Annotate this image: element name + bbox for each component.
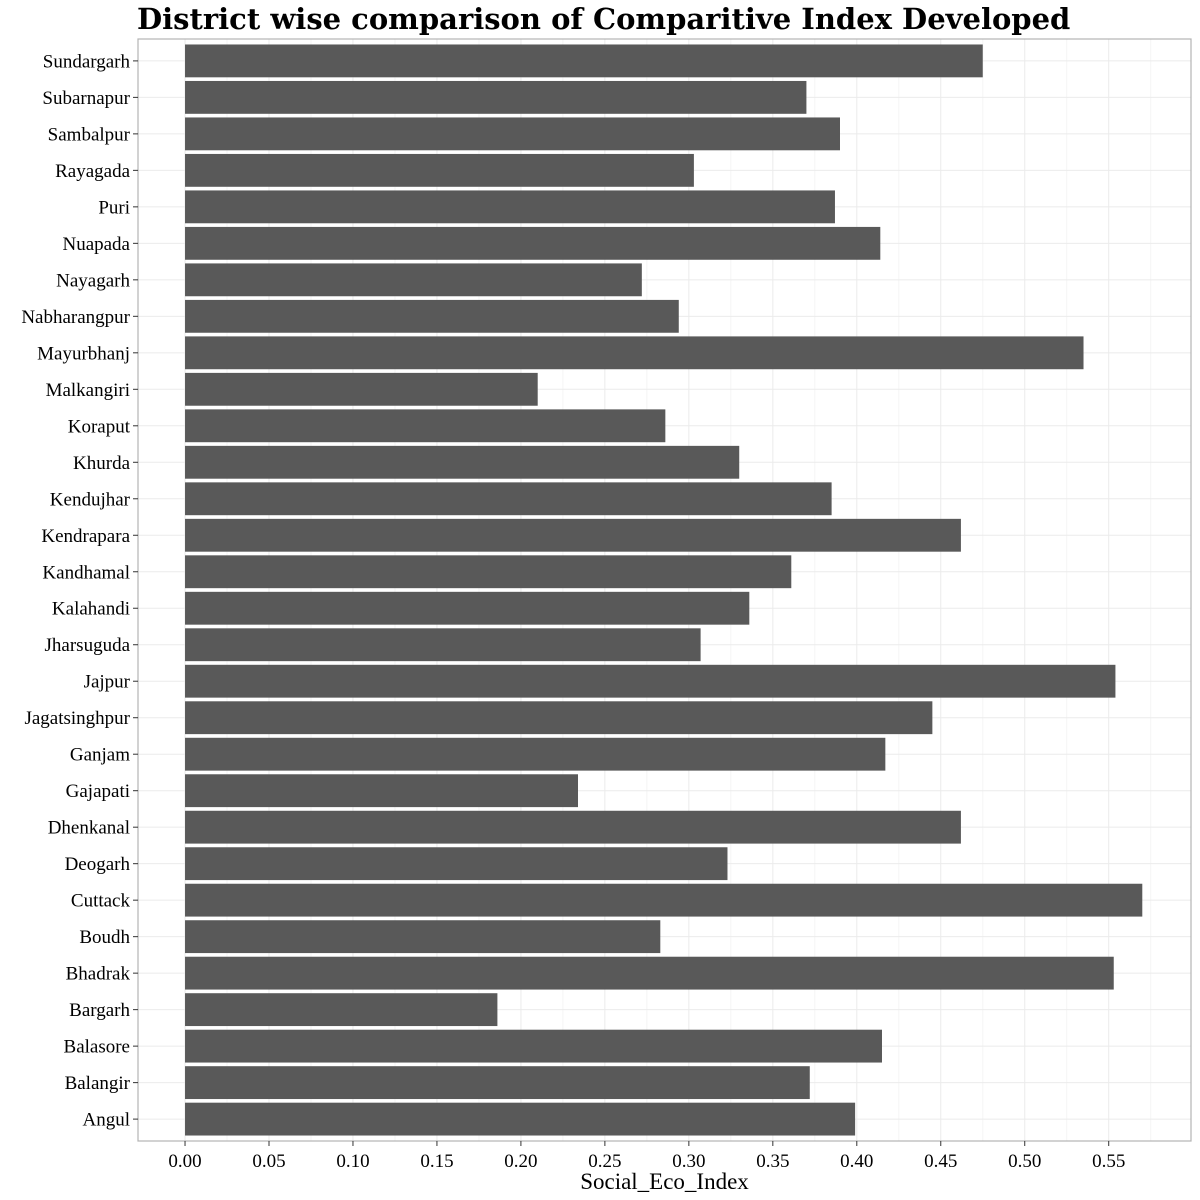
y-tick-label: Jajpur	[84, 672, 131, 693]
y-tick-label: Gajapati	[66, 781, 130, 802]
bar-ganjam	[185, 737, 886, 771]
bar-jharsuguda	[185, 628, 701, 662]
x-tick-label: 0.45	[924, 1151, 957, 1172]
x-axis: 0.00 0.05 0.10 0.15 0.20 0.25 0.30 0.35 0.40 0.45…	[168, 1141, 1125, 1172]
y-tick-label: Sambalpur	[48, 124, 131, 145]
x-tick-label: 0.10	[336, 1151, 369, 1172]
x-tick-label: 0.15	[420, 1151, 453, 1172]
bar-bhadrak	[185, 956, 1114, 990]
x-tick-label: 0.25	[588, 1151, 621, 1172]
bar-deogarh	[185, 847, 728, 881]
bar-rayagada	[185, 153, 694, 187]
bar-nuapada	[185, 226, 881, 260]
x-tick-label: 0.30	[672, 1151, 705, 1172]
x-tick-label: 0.35	[756, 1151, 789, 1172]
x-tick-label: 0.05	[252, 1151, 285, 1172]
x-axis-label: Social_Eco_Index	[580, 1169, 749, 1194]
bars	[185, 44, 1143, 1136]
bar-bargarh	[185, 993, 498, 1027]
y-tick-label: Subarnapur	[42, 88, 130, 109]
bar-sundargarh	[185, 44, 983, 78]
y-tick-label: Koraput	[68, 416, 131, 437]
y-tick-label: Rayagada	[55, 161, 130, 182]
y-tick-label: Mayurbhanj	[37, 343, 130, 364]
bar-kendujhar	[185, 482, 832, 516]
bar-kendrapara	[185, 518, 961, 552]
bar-gajapati	[185, 774, 579, 808]
y-tick-label: Jagatsinghpur	[24, 708, 130, 729]
bar-malkangiri	[185, 372, 538, 406]
x-tick-label: 0.40	[840, 1151, 873, 1172]
bar-cuttack	[185, 883, 1143, 917]
bar-puri	[185, 190, 835, 224]
x-tick-label: 0.20	[504, 1151, 537, 1172]
y-tick-label: Malkangiri	[46, 380, 130, 401]
x-tick-label: 0.00	[168, 1151, 201, 1172]
bar-mayurbhanj	[185, 336, 1084, 370]
y-tick-label: Kalahandi	[52, 599, 130, 620]
y-tick-label: Sundargarh	[43, 51, 131, 72]
bar-jajpur	[185, 664, 1116, 698]
bar-balangir	[185, 1066, 810, 1100]
y-tick-label: Nuapada	[62, 234, 130, 255]
y-tick-label: Dhenkanal	[48, 818, 130, 839]
y-tick-label: Kendrapara	[41, 526, 130, 547]
y-tick-label: Kendujhar	[50, 489, 131, 510]
bar-sambalpur	[185, 117, 840, 151]
y-tick-label: Khurda	[73, 453, 131, 474]
bar-kalahandi	[185, 591, 750, 625]
bar-khurda	[185, 445, 740, 479]
y-tick-label: Cuttack	[71, 891, 131, 912]
bar-nayagarh	[185, 263, 642, 297]
y-tick-label: Bargarh	[69, 1000, 130, 1021]
bar-nabharangpur	[185, 299, 679, 333]
y-tick-label: Ganjam	[70, 745, 130, 766]
y-axis: Angul Balangir Balasore Bargarh Bhadrak Boudh…	[21, 51, 138, 1131]
x-tick-label: 0.55	[1092, 1151, 1125, 1172]
bar-subarnapur	[185, 80, 807, 114]
y-tick-label: Balasore	[64, 1037, 130, 1058]
bar-kandhamal	[185, 555, 792, 589]
y-tick-label: Deogarh	[65, 854, 131, 875]
bar-balasore	[185, 1029, 882, 1063]
y-tick-label: Boudh	[79, 927, 130, 948]
bar-angul	[185, 1102, 856, 1136]
bar-koraput	[185, 409, 666, 443]
x-tick-label: 0.50	[1008, 1151, 1041, 1172]
y-tick-label: Angul	[83, 1110, 131, 1131]
chart-title: District wise comparison of Comparitive …	[137, 2, 1070, 36]
y-tick-label: Jharsuguda	[45, 635, 131, 656]
panel-border	[137, 38, 1192, 1142]
y-tick-label: Puri	[98, 197, 130, 218]
y-tick-label: Kandhamal	[42, 562, 130, 583]
bar-boudh	[185, 920, 661, 954]
y-tick-label: Balangir	[65, 1073, 131, 1094]
bar-jagatsinghpur	[185, 701, 933, 735]
y-tick-label: Nabharangpur	[21, 307, 130, 328]
y-tick-label: Nayagarh	[56, 270, 130, 291]
y-tick-label: Bhadrak	[66, 964, 131, 985]
bar-dhenkanal	[185, 810, 961, 844]
